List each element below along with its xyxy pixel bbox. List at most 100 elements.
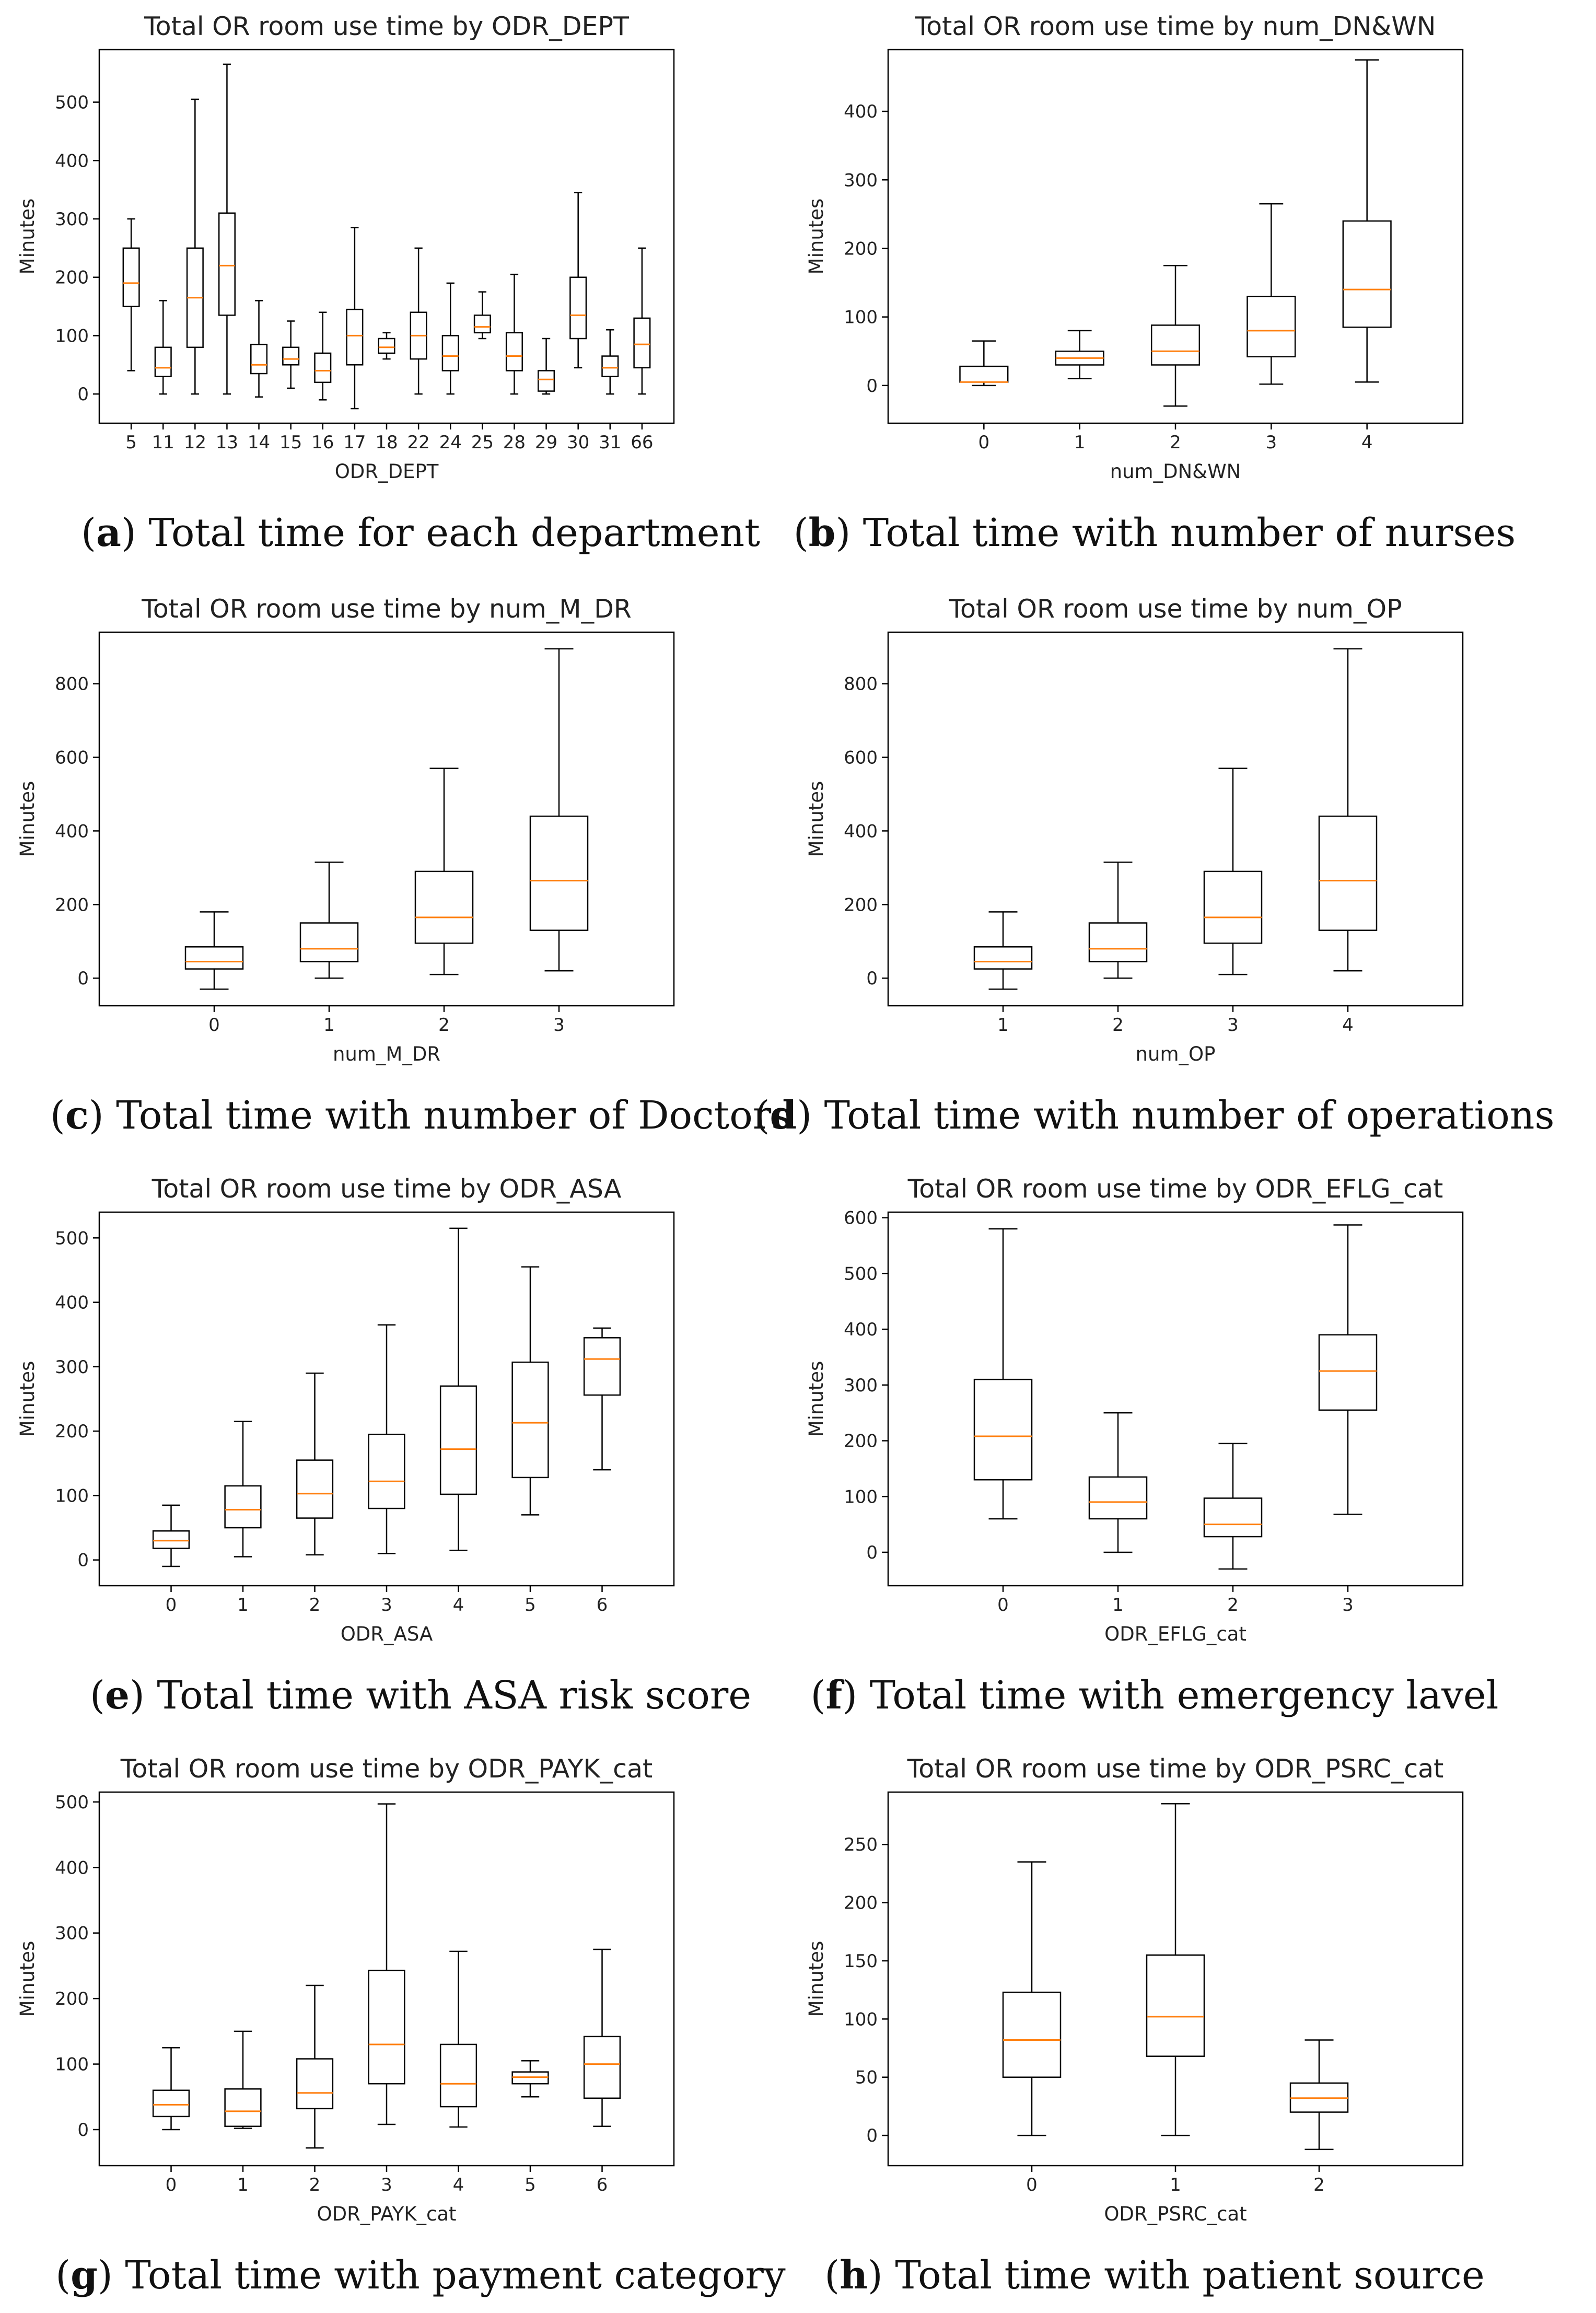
box-iqr (154, 346, 172, 377)
box-28 (505, 273, 523, 395)
y-tick-label: 800 (55, 674, 89, 695)
box-iqr (314, 352, 332, 383)
box-12 (186, 98, 204, 395)
box-0 (152, 2047, 190, 2131)
box-iqr (368, 1969, 405, 2085)
box-1 (299, 862, 359, 979)
box-iqr (1318, 1334, 1378, 1411)
chart-title: Total OR room use time by num_M_DR (141, 594, 632, 624)
caption-letter: g (71, 2253, 98, 2298)
box-4 (1318, 648, 1378, 972)
x-tick-label: 1 (237, 1595, 249, 1615)
panel-caption: (d) Total time with number of operations (755, 1093, 1555, 1138)
box-5 (511, 1266, 549, 1516)
caption-letter: h (840, 2253, 868, 2298)
caption-paren-open: ( (55, 2253, 71, 2298)
box-iqr (473, 315, 491, 334)
caption-paren-close: ) (868, 2253, 895, 2298)
y-tick-label: 200 (55, 1989, 89, 2009)
x-tick-label: 16 (311, 432, 334, 453)
x-tick-label: 1 (237, 2175, 249, 2195)
box-2 (296, 1372, 334, 1556)
box-24 (441, 282, 459, 395)
y-tick-label: 500 (55, 92, 89, 113)
x-tick-label: 0 (166, 1595, 177, 1615)
y-tick-label: 50 (855, 2067, 878, 2088)
x-tick-label: 3 (381, 1595, 392, 1615)
box-1 (224, 1421, 262, 1558)
box-iqr (601, 355, 619, 377)
box-0 (184, 911, 244, 990)
box-iqr (569, 276, 587, 340)
box-2 (1289, 2039, 1349, 2151)
x-tick-label: 4 (1361, 432, 1373, 453)
y-tick-label: 100 (55, 326, 89, 346)
box-iqr (1203, 1497, 1263, 1538)
chart-panel-h: Total OR room use time by ODR_PSRC_cat 0 5… (805, 1754, 1485, 2298)
x-tick-label: 14 (248, 432, 270, 453)
y-tick-label: 400 (844, 1319, 878, 1340)
caption-paren-open: ( (81, 510, 96, 555)
chart-panel-a: Total OR room use time by ODR_DEPT 0 100 20… (16, 11, 760, 555)
chart-title: Total OR room use time by ODR_PSRC_cat (907, 1754, 1444, 1784)
x-tick-label: 3 (553, 1015, 565, 1036)
box-iqr (1246, 296, 1296, 357)
y-tick-label: 600 (844, 748, 878, 769)
box-iqr (1088, 922, 1148, 962)
x-axis-label: num_M_DR (333, 1043, 440, 1065)
x-tick-label: 24 (439, 432, 462, 453)
box-2 (296, 1984, 334, 2149)
chart-panel-d: Total OR room use time by num_OP 0 200 400 6… (755, 594, 1555, 1138)
x-tick-label: 6 (597, 1595, 608, 1615)
y-tick-label: 200 (844, 894, 878, 915)
x-tick-label: 2 (1227, 1595, 1239, 1615)
y-tick-label: 0 (866, 968, 878, 989)
y-tick-label: 100 (844, 1486, 878, 1507)
y-tick-label: 300 (55, 1357, 89, 1378)
box-iqr (152, 1530, 190, 1549)
chart-panel-b: Total OR room use time by num_DN&WN 0 100 2… (794, 11, 1516, 555)
box-11 (154, 300, 172, 395)
y-tick-label: 0 (77, 384, 89, 405)
y-tick-label: 0 (866, 376, 878, 397)
caption-paren-open: ( (811, 1673, 826, 1718)
y-tick-label: 0 (866, 1542, 878, 1563)
plot-frame (98, 1791, 675, 2167)
x-tick-label: 66 (631, 432, 653, 453)
box-iqr (1002, 1991, 1062, 2078)
box-29 (538, 338, 555, 395)
chart-panel-c: Total OR room use time by num_M_DR 0 200 40… (16, 594, 791, 1138)
panel-caption: (a) Total time for each department (81, 510, 760, 555)
box-iqr (583, 1337, 621, 1396)
box-5 (511, 2060, 549, 2098)
box-66 (633, 247, 651, 395)
x-tick-label: 1 (323, 1015, 335, 1036)
caption-letter: c (65, 1093, 89, 1138)
x-tick-label: 0 (997, 1595, 1009, 1615)
box-iqr (1318, 815, 1378, 931)
caption-paren-close: ) (797, 1093, 824, 1138)
caption-body: Total time with payment category (125, 2253, 786, 2298)
box-iqr (299, 922, 359, 962)
box-18 (378, 332, 395, 360)
chart-panel-g: Total OR room use time by ODR_PAYK_cat 0 1… (16, 1754, 786, 2298)
box-0 (1002, 1861, 1062, 2136)
box-3 (529, 648, 589, 972)
box-iqr (583, 2036, 621, 2099)
box-iqr (1146, 1954, 1205, 2057)
box-iqr (122, 247, 140, 307)
caption-body: Total time with number of operations (824, 1093, 1555, 1138)
box-4 (439, 1227, 477, 1551)
y-axis-label: Minutes (805, 1941, 828, 2017)
box-22 (410, 247, 427, 395)
x-tick-label: 0 (166, 2175, 177, 2195)
caption-paren-close: ) (98, 2253, 125, 2298)
box-iqr (511, 1361, 549, 1479)
y-tick-label: 200 (844, 1431, 878, 1452)
x-tick-label: 1 (1170, 2175, 1181, 2195)
x-tick-label: 0 (1026, 2175, 1038, 2195)
chart-title: Total OR room use time by num_OP (948, 594, 1402, 624)
x-axis-label: num_OP (1136, 1043, 1216, 1065)
